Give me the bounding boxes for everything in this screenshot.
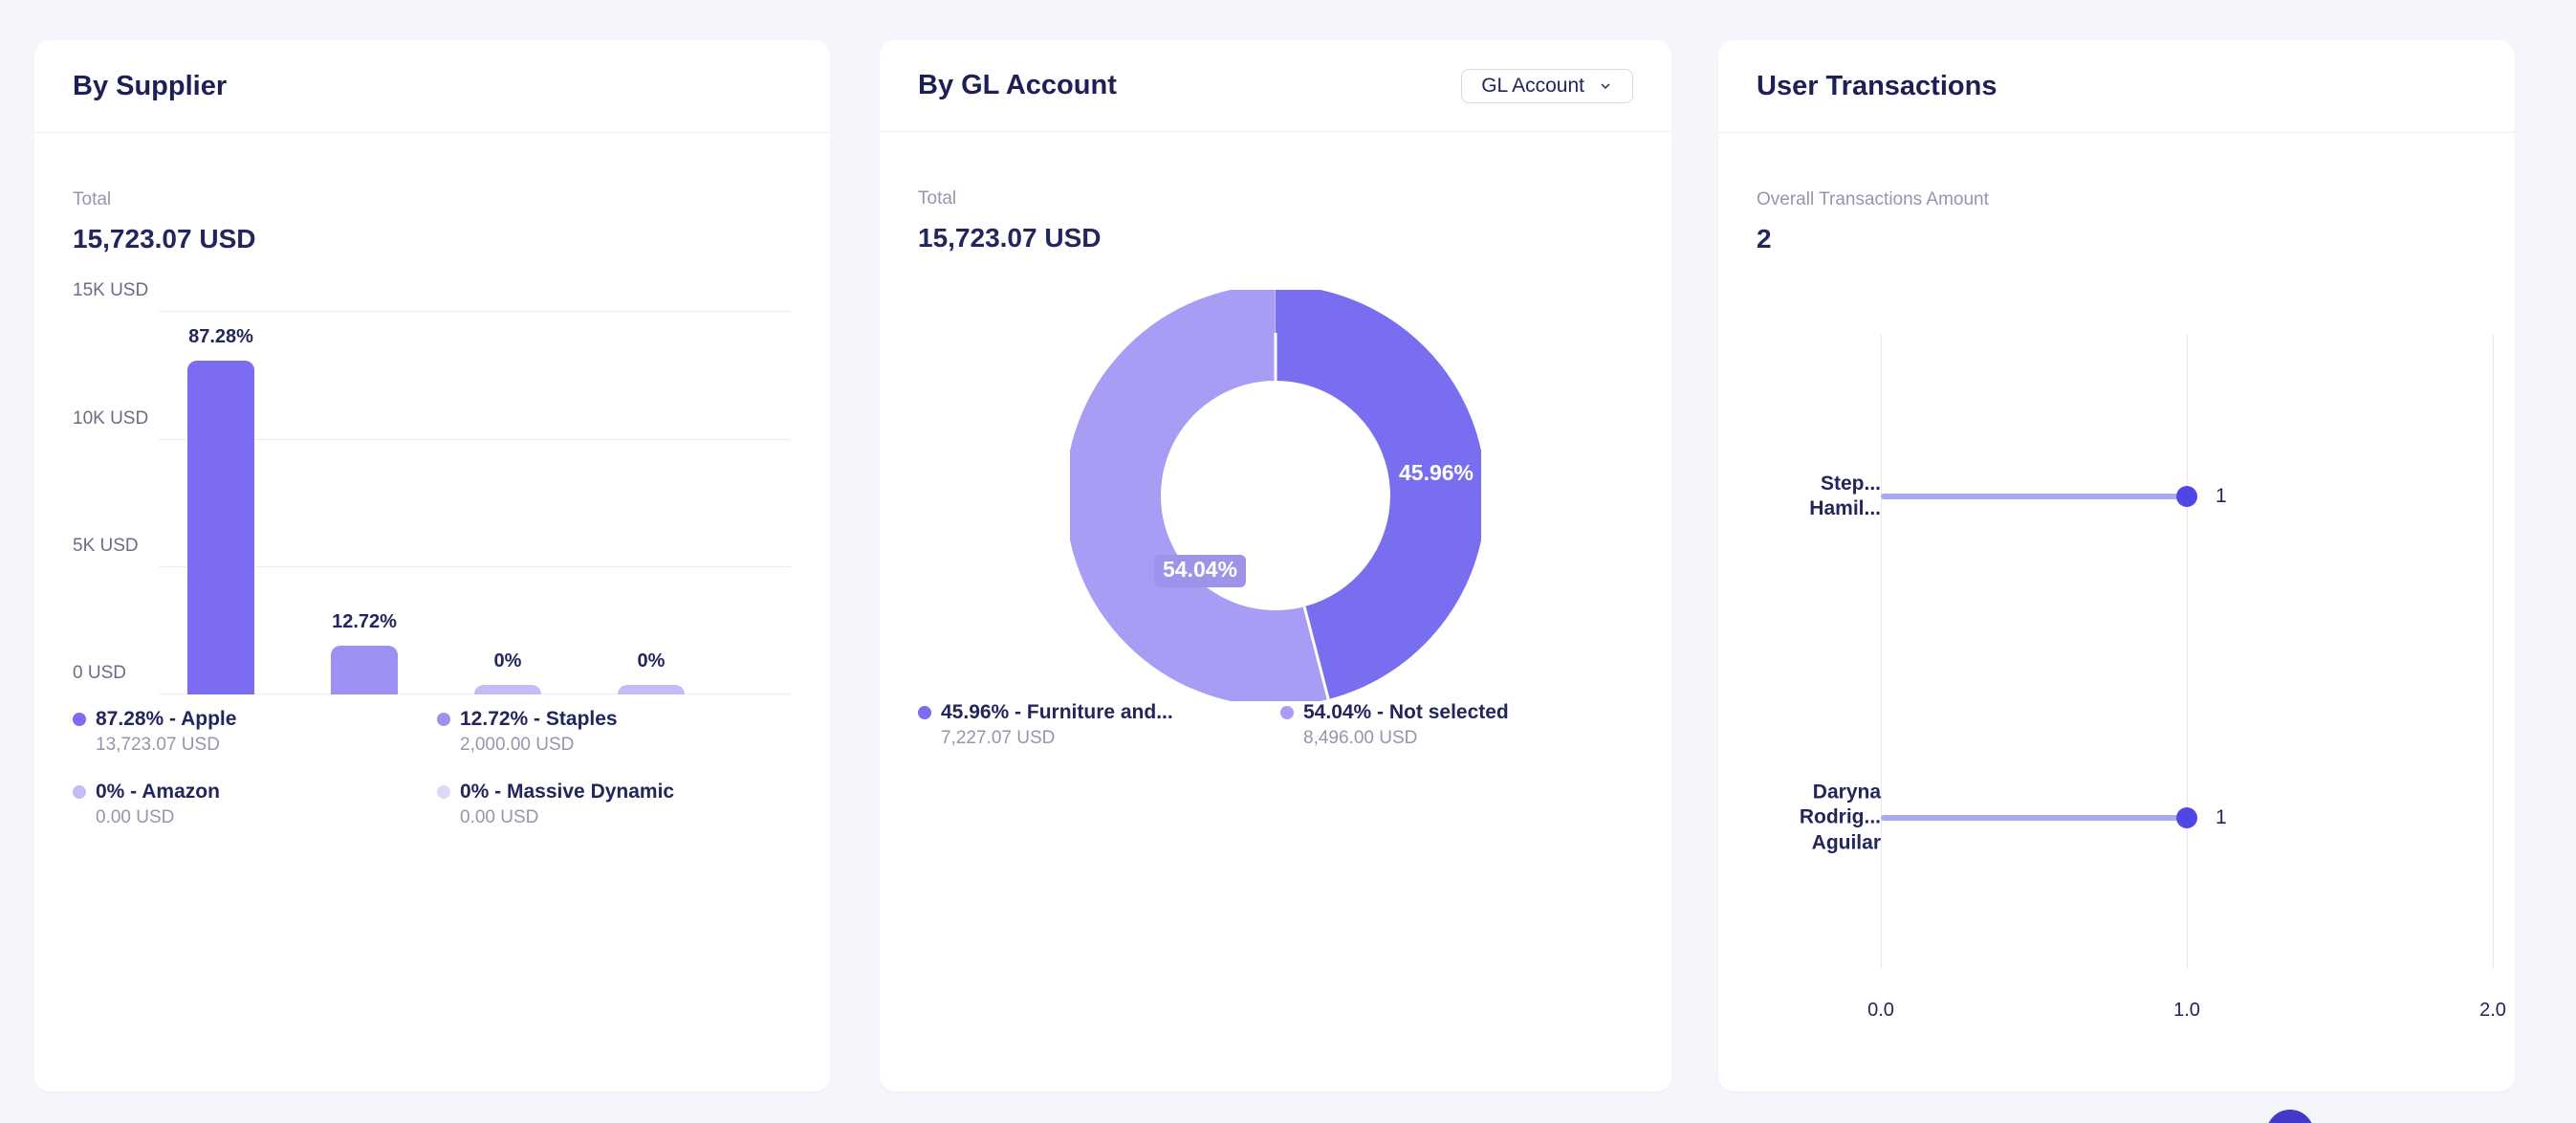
svg-text:45.96%: 45.96% [1399,460,1474,485]
svg-text:54.04%: 54.04% [1163,557,1237,582]
